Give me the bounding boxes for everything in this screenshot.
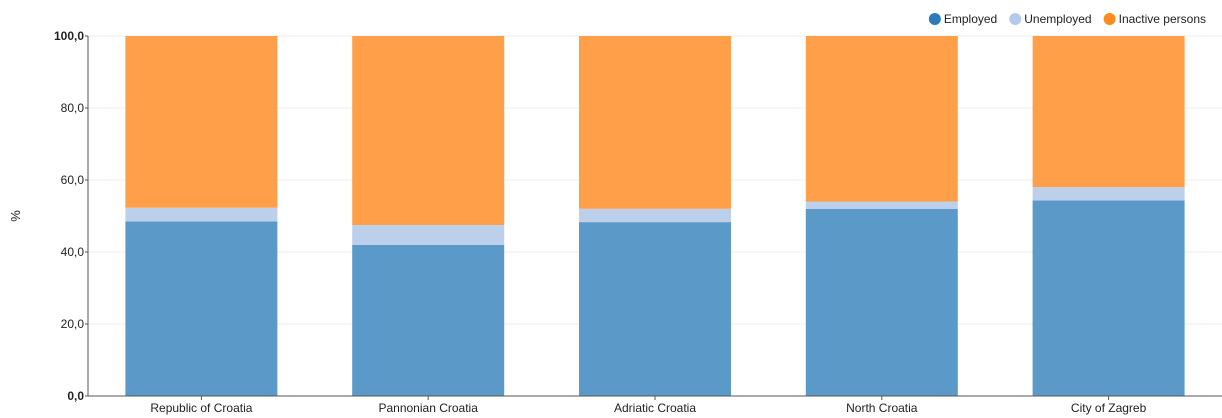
legend-marker-inactive-persons[interactable] [1103,13,1116,25]
legend-label[interactable]: Inactive persons [1119,12,1206,26]
bar-segment-unemployed[interactable] [125,207,278,222]
y-tick-label: 60,0 [61,173,85,187]
y-tick-labels: 0,0 20,0 40,0 60,0 80,0 100,0 [54,29,88,403]
bar-segment-unemployed[interactable] [805,201,958,209]
x-tick-label: City of Zagreb [1071,401,1147,415]
y-tick-label: 40,0 [61,245,85,259]
bar-segment-employed[interactable] [579,222,731,396]
legend: Employed Unemployed Inactive persons [928,12,1206,26]
bar-segment-inactive-persons[interactable] [579,36,731,209]
bar-segment-unemployed[interactable] [1032,187,1185,201]
x-tick-label: Pannonian Croatia [378,401,478,415]
legend-label[interactable]: Unemployed [1024,12,1091,26]
bars [125,36,1185,396]
x-tick-labels: Republic of Croatia Pannonian Croatia Adri… [150,396,1147,415]
x-tick-label: North Croatia [846,401,918,415]
bar-segment-employed[interactable] [805,208,958,396]
legend-marker-unemployed[interactable] [1009,13,1022,25]
x-tick-label: Republic of Croatia [150,401,252,415]
bar-segment-employed[interactable] [125,221,278,396]
bar-segment-employed[interactable] [1032,200,1185,396]
legend-marker-employed[interactable] [928,13,941,25]
y-tick-label: 80,0 [61,101,85,115]
bar-segment-inactive-persons[interactable] [125,36,278,208]
bar-segment-inactive-persons[interactable] [1032,36,1185,188]
bar-segment-unemployed[interactable] [352,225,505,245]
y-tick-label: 0,0 [67,389,84,403]
bar-segment-employed[interactable] [352,244,505,396]
x-tick-label: Adriatic Croatia [614,401,696,415]
bar-segment-inactive-persons[interactable] [352,36,505,225]
y-axis-label: % [8,210,23,222]
y-tick-label: 100,0 [54,29,84,43]
bar-segment-unemployed[interactable] [579,208,731,223]
legend-label[interactable]: Employed [944,12,997,26]
y-tick-label: 20,0 [61,317,85,331]
bar-segment-inactive-persons[interactable] [805,36,958,202]
